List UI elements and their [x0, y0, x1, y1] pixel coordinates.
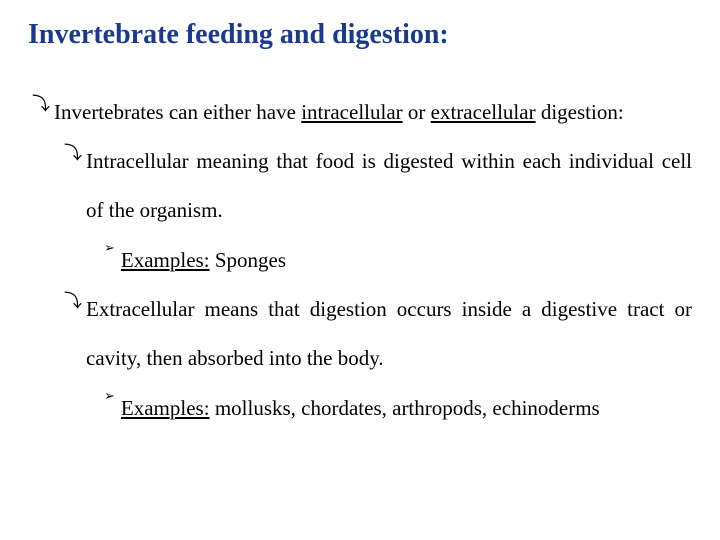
l1-post: digestion:: [536, 100, 624, 124]
bullet-level3-b: ➢ Examples: mollusks, chordates, arthrop…: [104, 384, 692, 433]
l3b-text: Examples: mollusks, chordates, arthropod…: [121, 384, 600, 433]
curl-bullet-icon: ⤵: [32, 88, 50, 116]
bullet-level1: ⤵ Invertebrates can either have intracel…: [32, 88, 692, 137]
slide-title: Invertebrate feeding and digestion:: [28, 18, 692, 52]
bullet-level2-a: ⤵ Intracellular meaning that food is dig…: [64, 137, 692, 236]
slide-container: Invertebrate feeding and digestion: ⤵ In…: [0, 0, 720, 540]
triangle-bullet-icon: ➢: [104, 236, 115, 256]
l1-underline-1: intracellular: [301, 100, 402, 124]
l3a-label: Examples:: [121, 248, 210, 272]
triangle-bullet-icon: ➢: [104, 384, 115, 404]
l3a-text: Examples: Sponges: [121, 236, 286, 285]
bullet-level2-b: ⤵ Extracellular means that digestion occ…: [64, 285, 692, 384]
l2b-text: Extracellular means that digestion occur…: [86, 285, 692, 384]
l1-pre: Invertebrates can either have: [54, 100, 301, 124]
l3b-rest: mollusks, chordates, arthropods, echinod…: [210, 396, 600, 420]
l1-text: Invertebrates can either have intracellu…: [54, 88, 624, 137]
l2a-text: Intracellular meaning that food is diges…: [86, 137, 692, 236]
bullet-level3-a: ➢ Examples: Sponges: [104, 236, 692, 285]
l3a-rest: Sponges: [210, 248, 286, 272]
l1-mid: or: [403, 100, 431, 124]
curl-bullet-icon: ⤵: [64, 285, 82, 313]
curl-bullet-icon: ⤵: [64, 137, 82, 165]
l1-underline-2: extracellular: [431, 100, 536, 124]
l3b-label: Examples:: [121, 396, 210, 420]
